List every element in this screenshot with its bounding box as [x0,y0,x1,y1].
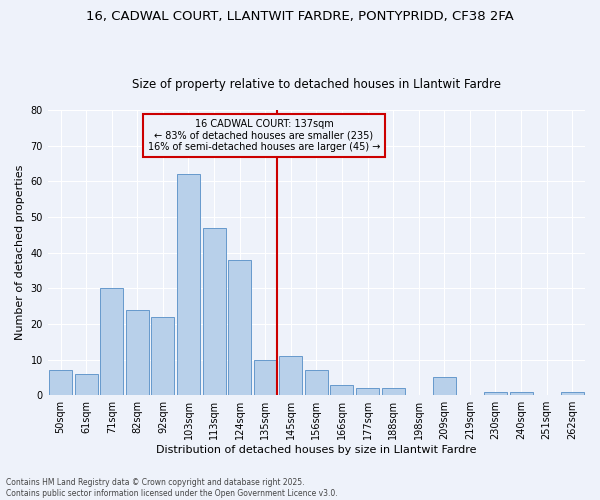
Text: Contains HM Land Registry data © Crown copyright and database right 2025.
Contai: Contains HM Land Registry data © Crown c… [6,478,338,498]
Bar [382,388,404,395]
Bar [356,388,379,395]
Bar [100,288,123,395]
Title: Size of property relative to detached houses in Llantwit Fardre: Size of property relative to detached ho… [132,78,501,91]
Text: 16, CADWAL COURT, LLANTWIT FARDRE, PONTYPRIDD, CF38 2FA: 16, CADWAL COURT, LLANTWIT FARDRE, PONTY… [86,10,514,23]
Bar [74,374,98,395]
Bar [203,228,226,395]
Bar [560,392,584,395]
Bar [433,378,456,395]
Bar [151,317,175,395]
Bar [254,360,277,395]
Bar [509,392,533,395]
Bar [49,370,72,395]
Bar [484,392,507,395]
Bar [280,356,302,395]
Bar [331,384,353,395]
Bar [305,370,328,395]
Bar [228,260,251,395]
X-axis label: Distribution of detached houses by size in Llantwit Fardre: Distribution of detached houses by size … [156,445,476,455]
Text: 16 CADWAL COURT: 137sqm
← 83% of detached houses are smaller (235)
16% of semi-d: 16 CADWAL COURT: 137sqm ← 83% of detache… [148,119,380,152]
Bar [126,310,149,395]
Y-axis label: Number of detached properties: Number of detached properties [15,165,25,340]
Bar [177,174,200,395]
